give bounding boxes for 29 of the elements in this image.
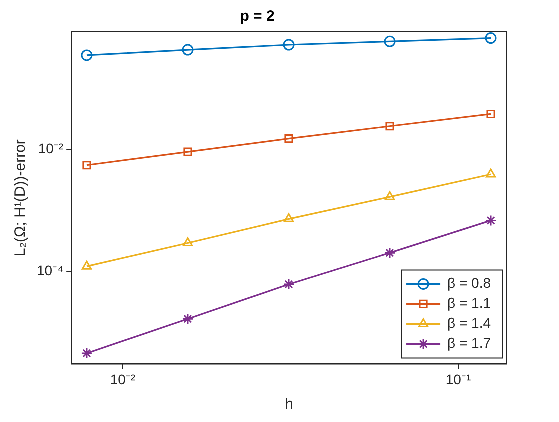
point — [182, 237, 194, 246]
x-axis-title: h — [285, 396, 294, 414]
point — [184, 148, 192, 156]
point — [182, 313, 194, 325]
point — [81, 348, 93, 360]
point — [82, 260, 92, 270]
point — [384, 247, 396, 259]
y-axis-title: L₂(Ω; H¹(D))-error — [12, 140, 30, 257]
point — [283, 39, 295, 51]
point — [384, 36, 396, 48]
chart-title: p = 2 — [240, 8, 275, 26]
point — [485, 32, 497, 44]
point — [486, 110, 496, 119]
legend-label: β = 0.8 — [448, 275, 492, 292]
point — [283, 278, 295, 290]
legend-label: β = 1.4 — [448, 315, 492, 332]
point — [81, 50, 93, 62]
point — [486, 168, 496, 178]
legend-label: β = 1.7 — [448, 335, 492, 352]
point — [384, 191, 396, 200]
point — [386, 122, 394, 131]
point — [284, 134, 294, 144]
point — [284, 213, 294, 222]
legend-label: β = 1.1 — [448, 295, 492, 312]
point — [485, 214, 497, 226]
y-tick-label: 10⁻⁴ — [36, 262, 64, 278]
point — [82, 161, 92, 170]
point — [182, 44, 194, 56]
x-tick-label: 10⁻¹ — [446, 371, 472, 388]
